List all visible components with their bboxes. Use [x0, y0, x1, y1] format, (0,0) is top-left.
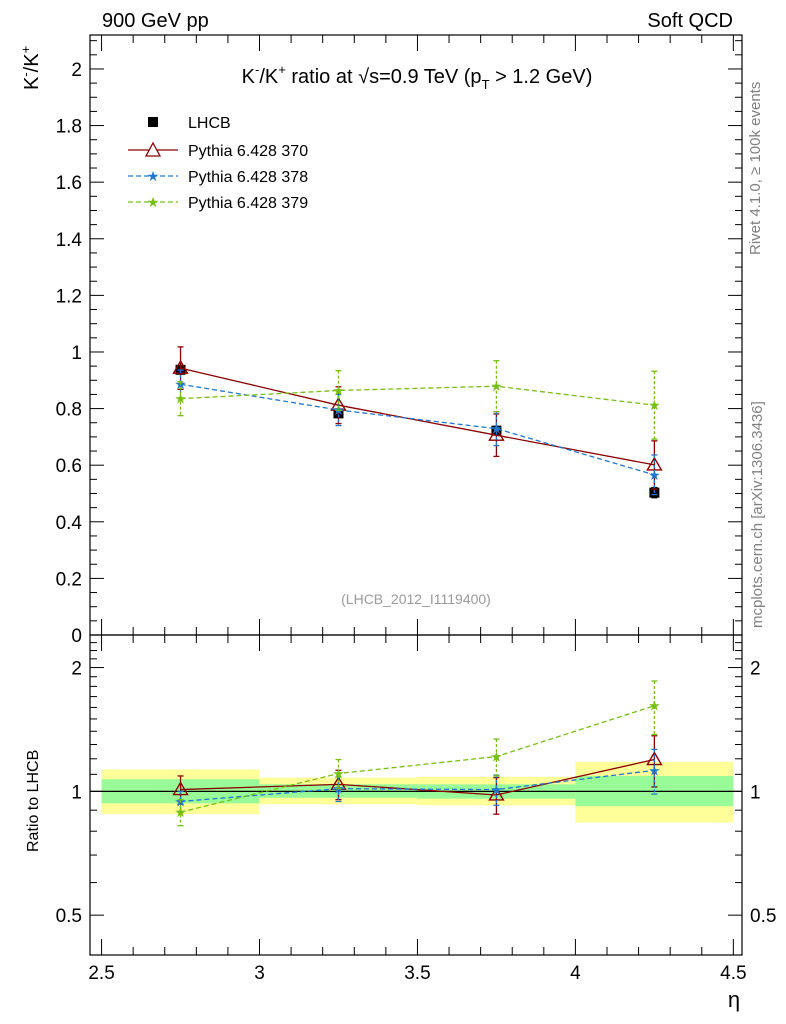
ratio-pythia-6-428-370-point: [488, 786, 505, 801]
ratio-y-tick-label-left: 0.5: [56, 906, 82, 927]
ratio-pythia-6-428-378-point: ★: [490, 782, 503, 798]
ratio-pythia-6-428-378-line: [180, 769, 655, 803]
main-y-tick-label: 1.8: [56, 117, 82, 138]
main-pythia-6-428-370-series: [172, 346, 663, 490]
axes-layer: 0 0.2 0.4 0.6 0.8 1 1.2 1.4 1.6 1.8 2 2.5 3 3.5 4 4.5 0.…: [56, 34, 776, 984]
main-lhcb-series: [175, 364, 660, 499]
main-y-tick-label: 0: [71, 626, 82, 647]
x-tick-label: 4.5: [720, 963, 746, 984]
legend-label-pythia-370: Pythia 6.428 370: [188, 143, 308, 160]
legend-marker-lhcb: [148, 117, 158, 127]
main-pythia-6-428-370-point: [646, 456, 663, 471]
ratio-pythia-6-428-379-series: ★ ★ ★ ★: [174, 680, 661, 827]
main-y-tick-label: 0.2: [56, 569, 82, 590]
ratio-y-tick-label-left: 2: [71, 659, 82, 680]
ratio-pythia-6-428-378-point: ★: [648, 762, 661, 778]
main-pythia-6-428-370-line: [180, 367, 655, 466]
main-y-tick-label: 1.4: [56, 230, 83, 251]
legend-label-pythia-379: Pythia 6.428 379: [188, 195, 308, 212]
ratio-series-layer: ★★★★★★★★: [172, 680, 663, 827]
main-y-tick-label: 0.6: [56, 456, 82, 477]
legend-label-pythia-378: Pythia 6.428 378: [188, 169, 308, 186]
legend-marker-pythia-378: ★: [147, 168, 160, 184]
main-pythia-6-428-379-line: [180, 385, 655, 406]
main-ylabel: K-/K+: [18, 46, 43, 90]
ratio-pythia-6-428-379-point: ★: [332, 766, 345, 782]
legend-entry-lhcb: LHCB: [148, 115, 231, 132]
main-series-layer: ★★★★★★★★: [172, 346, 663, 499]
x-tick-label: 3: [254, 963, 265, 984]
header-right: Soft QCD: [647, 10, 733, 32]
main-y-tick-label: 0.4: [56, 513, 83, 534]
ratio-y-tick-label-left: 1: [71, 782, 82, 803]
legend-entry-pythia-378: ★ Pythia 6.428 378: [128, 168, 308, 186]
main-y-tick-label: 1.6: [56, 173, 82, 194]
main-title: K-/K+ ratio at √s=0.9 TeV (pT > 1.2 GeV): [242, 62, 593, 92]
ratio-y-tick-label-right: 1: [750, 782, 761, 803]
ratio-pythia-6-428-379-point: ★: [648, 698, 661, 714]
main-pythia-6-428-379-point: ★: [332, 382, 345, 398]
header-left: 900 GeV pp: [102, 10, 209, 32]
mcplots-label: mcplots.cern.ch [arXiv:1306.3436]: [749, 401, 766, 628]
legend-marker-pythia-370: [144, 141, 162, 157]
legend-entry-pythia-379: ★ Pythia 6.428 379: [128, 194, 308, 212]
main-y-tick-label: 0.8: [56, 400, 82, 421]
x-tick-label: 3.5: [404, 963, 430, 984]
main-pythia-6-428-379-point: ★: [648, 397, 661, 413]
rivet-label: Rivet 4.1.0, ≥ 100k events: [747, 82, 764, 255]
main-pythia-6-428-379-series: ★ ★ ★ ★: [174, 360, 661, 440]
ratio-pythia-6-428-379-line: [180, 705, 655, 813]
main-y-tick-label: 1: [71, 343, 82, 364]
ratio-pythia-6-428-379-point: ★: [174, 804, 187, 820]
x-axis-label: η: [728, 987, 740, 1012]
ratio-frame: [89, 634, 743, 956]
legend-marker-pythia-379: ★: [147, 194, 160, 210]
legend-entry-pythia-370: Pythia 6.428 370: [128, 141, 308, 160]
legend: LHCB Pythia 6.428 370 ★ Pythia 6.428 378…: [128, 115, 308, 212]
main-pythia-6-428-370-point: [488, 426, 505, 441]
main-pythia-6-428-379-point: ★: [174, 391, 187, 407]
main-pythia-6-428-379-point: ★: [490, 378, 503, 394]
ratio-pythia-6-428-379-point: ★: [490, 749, 503, 765]
main-pythia-6-428-378-line: [180, 383, 655, 476]
main-pythia-6-428-378-point: ★: [648, 467, 661, 483]
ratio-pythia-6-428-370-line: [180, 758, 655, 796]
main-pythia-6-428-370-point: [172, 359, 189, 374]
legend-label-lhcb: LHCB: [188, 115, 231, 132]
x-tick-label: 4: [570, 963, 581, 984]
ratio-uncertainty-bands: [101, 761, 734, 823]
ratio-y-tick-label-right: 2: [750, 659, 761, 680]
analysis-ref: (LHCB_2012_I1119400): [341, 591, 491, 607]
ratio-y-tick-label-right: 0.5: [750, 906, 776, 927]
ratio-pythia-6-428-370-point: [172, 781, 189, 796]
main-y-tick-label: 2: [71, 60, 82, 81]
main-pythia-6-428-378-series: ★ ★ ★ ★: [174, 369, 661, 496]
x-tick-label: 2.5: [88, 963, 114, 984]
ratio-ylabel: Ratio to LHCB: [25, 750, 42, 852]
main-pythia-6-428-378-point: ★: [490, 421, 503, 437]
main-y-tick-label: 1.2: [56, 286, 82, 307]
